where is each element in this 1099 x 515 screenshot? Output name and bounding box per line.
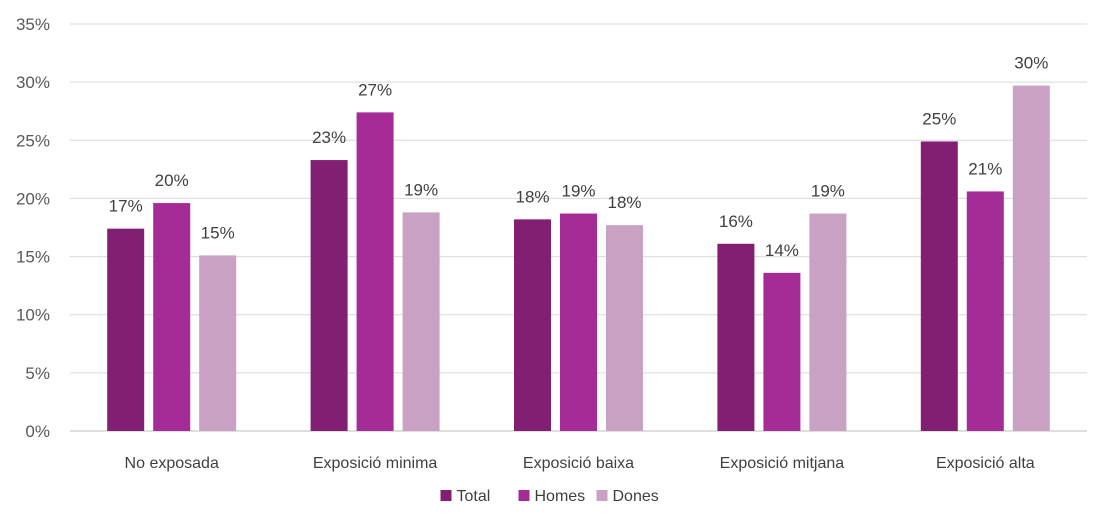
data-label: 18% <box>607 193 641 212</box>
bar-dones <box>1012 85 1050 431</box>
data-label: 30% <box>1014 54 1048 73</box>
x-axis-ticks: No exposada Exposició minima Exposició bai… <box>125 455 1035 472</box>
y-tick-label: 25% <box>16 131 50 150</box>
y-tick-label: 5% <box>25 364 50 383</box>
legend-label-dones: Dones <box>613 488 659 505</box>
bar-homes <box>153 203 191 431</box>
data-label: 19% <box>404 180 438 199</box>
y-tick-label: 20% <box>16 189 50 208</box>
bar-homes <box>763 272 801 431</box>
data-label: 20% <box>155 171 189 190</box>
y-tick-label: 10% <box>16 306 50 325</box>
data-label: 18% <box>515 187 549 206</box>
bar-homes <box>560 213 597 431</box>
y-axis-ticks: 0% 5% 10% 15% 20% 25% 30% 35% <box>16 15 50 441</box>
data-label: 27% <box>358 80 392 99</box>
bar-total <box>920 141 958 431</box>
bar-dones <box>402 212 440 431</box>
x-tick-label: Exposició mitjana <box>720 455 845 472</box>
y-tick-label: 0% <box>25 422 50 441</box>
legend-swatch-dones <box>596 490 608 501</box>
x-tick-label: Exposició baixa <box>523 455 634 472</box>
data-label: 16% <box>719 212 753 231</box>
y-tick-label: 30% <box>16 73 50 92</box>
bar-homes <box>356 112 394 432</box>
data-label: 19% <box>561 182 595 201</box>
bar-dones <box>606 225 643 431</box>
bar-homes <box>966 191 1004 431</box>
data-labels: 17% 20% 15% 23% 27% 19% 18% 19% 18% 16% 14% 19% 25% 2… <box>109 54 1049 260</box>
y-tick-label: 35% <box>16 15 50 34</box>
legend-label-homes: Homes <box>535 488 586 505</box>
legend: Total Homes Dones <box>440 488 659 505</box>
x-tick-label: Exposició minima <box>313 455 438 472</box>
data-label: 15% <box>201 223 235 242</box>
bar-total <box>310 160 348 431</box>
bar-total <box>514 219 551 431</box>
data-label: 21% <box>968 159 1002 178</box>
x-tick-label: No exposada <box>125 455 219 472</box>
y-tick-label: 15% <box>16 248 50 267</box>
x-tick-label: Exposició alta <box>936 455 1035 472</box>
bar-total <box>717 243 755 431</box>
legend-swatch-homes <box>518 490 530 501</box>
bar-dones <box>809 213 847 431</box>
data-label: 14% <box>765 241 799 260</box>
bar-total <box>107 228 145 431</box>
data-label: 23% <box>312 128 346 147</box>
legend-label-total: Total <box>457 488 491 505</box>
legend-swatch-total <box>440 490 452 501</box>
data-label: 17% <box>109 197 143 216</box>
bar-dones <box>199 255 237 431</box>
data-label: 25% <box>922 109 956 128</box>
bars <box>107 85 1050 432</box>
data-label: 19% <box>811 182 845 201</box>
